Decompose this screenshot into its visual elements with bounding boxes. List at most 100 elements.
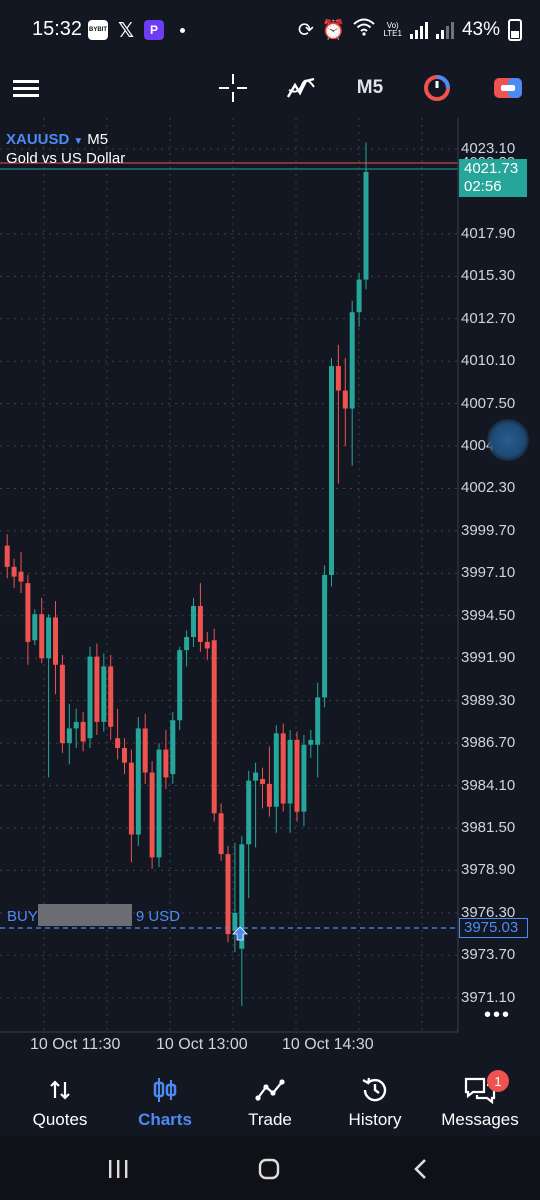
price-axis-label: 3976.30 (461, 903, 516, 921)
candle-body (197, 606, 203, 642)
candle-body (80, 721, 86, 742)
redacted-volume (38, 904, 132, 926)
proton-icon: P (144, 20, 164, 40)
candle-body (66, 728, 72, 744)
indicators-icon (286, 77, 315, 98)
price-axis-label: 3997.10 (461, 564, 516, 582)
candle-body (115, 738, 121, 749)
current-price: 4021.73 (464, 160, 519, 177)
time-label-3: 10 Oct 14:30 (282, 1036, 374, 1053)
price-axis-label: 3973.70 (461, 946, 516, 964)
nav-quotes-label: Quotes (32, 1110, 88, 1129)
new-order-button[interactable] (488, 68, 528, 108)
nav-history[interactable]: History (325, 1074, 425, 1130)
candle-body (25, 583, 31, 642)
candle-body (294, 739, 300, 812)
symbol-description: Gold vs US Dollar (6, 150, 126, 167)
candle-body (73, 721, 79, 729)
home-icon (258, 1158, 280, 1180)
candle-body (149, 772, 155, 858)
nav-charts-label: Charts (138, 1110, 192, 1129)
buy-price-box: 3975.03 (459, 918, 528, 938)
wifi-icon (353, 18, 376, 42)
buy-position-label[interactable]: BUY 9 USD (7, 908, 180, 925)
candle-body (342, 390, 348, 409)
candle-body (356, 279, 362, 313)
price-axis-label: 3991.90 (461, 649, 516, 667)
buy-entry-arrow (232, 926, 248, 941)
candle-body (315, 697, 321, 745)
more-notifications-icon (180, 27, 185, 33)
more-options-icon[interactable]: ••• (484, 1004, 512, 1026)
price-axis-label: 4015.30 (461, 267, 516, 285)
crosshair-button[interactable] (213, 68, 253, 108)
home-button[interactable] (249, 1154, 289, 1184)
nav-messages[interactable]: Messages 1 (430, 1070, 530, 1130)
recent-apps-button[interactable] (98, 1154, 138, 1184)
alarm-icon: ⏰ (321, 20, 346, 41)
price-scale-handle[interactable] (487, 419, 529, 461)
candle-body (53, 617, 58, 665)
sync-icon: ⟳ (297, 19, 314, 41)
charts-icon (153, 1078, 177, 1102)
nav-charts[interactable]: Charts (115, 1074, 215, 1130)
candle-body (204, 641, 210, 649)
candle-body (218, 813, 224, 855)
chart-timeframe: M5 (87, 131, 109, 148)
timeframe-button[interactable]: M5 (356, 77, 384, 98)
price-axis-label: 4010.10 (461, 352, 516, 370)
recent-apps-icon (109, 1160, 128, 1178)
back-button[interactable] (400, 1154, 440, 1184)
status-bar: 15:32 BYBIT 𝕏 P ⟳ ⏰ Vo) LTE1 43% (0, 0, 540, 60)
price-axis-label: 3984.10 (461, 776, 516, 794)
nav-history-label: History (348, 1110, 402, 1129)
candle-body (273, 733, 279, 807)
candlestick-chart[interactable] (0, 118, 540, 1062)
nav-quotes[interactable]: Quotes (10, 1074, 110, 1130)
price-axis-label: 3994.50 (461, 606, 516, 624)
time-label-2: 10 Oct 13:00 (156, 1036, 248, 1053)
candle-body (32, 614, 38, 641)
x-icon: 𝕏 (117, 19, 135, 42)
one-click-trading-button[interactable] (417, 68, 457, 108)
candle-body (363, 171, 369, 280)
buy-label-suffix: 9 USD (135, 908, 181, 925)
candle-body (184, 637, 190, 651)
candle-body (11, 566, 17, 577)
candle-body (4, 545, 10, 567)
nav-trade[interactable]: Trade (220, 1074, 320, 1130)
candle-body (142, 728, 148, 773)
candle-body (246, 780, 252, 845)
menu-button[interactable] (6, 68, 46, 108)
bar-countdown: 02:56 (464, 178, 502, 195)
signal-icon (409, 21, 428, 39)
history-icon (362, 1077, 387, 1102)
price-axis-label: 4023.10 (461, 140, 516, 157)
candle-body (349, 312, 355, 409)
new-order-icon (494, 78, 522, 98)
price-axis-label: 4002.30 (461, 479, 516, 497)
candle-body (253, 772, 259, 781)
price-chart[interactable]: XAUUSD▼M5 Gold vs US Dollar 4022.22 4023… (0, 118, 540, 1062)
candle-body (322, 575, 328, 698)
status-time: 15:32 (32, 18, 83, 40)
candle-body (59, 664, 65, 744)
quotes-icon (50, 1080, 70, 1100)
nav-messages-label: Messages (441, 1110, 519, 1129)
chart-toolbar: M5 (0, 60, 540, 116)
candle-body (94, 656, 100, 722)
symbol-dropdown-icon[interactable]: ▼ (73, 136, 84, 147)
ask-price-label: 4022.22 (461, 154, 515, 162)
candle-body (211, 640, 217, 814)
indicators-button[interactable] (281, 68, 321, 108)
candle-body (287, 739, 293, 804)
candle-body (308, 739, 314, 745)
symbol-name[interactable]: XAUUSD (6, 131, 70, 148)
trade-icon (255, 1079, 285, 1101)
candle-body (101, 666, 107, 722)
candle-body (177, 650, 183, 721)
candle-body (18, 571, 24, 582)
candle-body (266, 783, 272, 807)
current-price-box: 4021.73 02:56 (459, 159, 527, 197)
chart-symbol[interactable]: XAUUSD ▼ M5 (6, 131, 108, 148)
